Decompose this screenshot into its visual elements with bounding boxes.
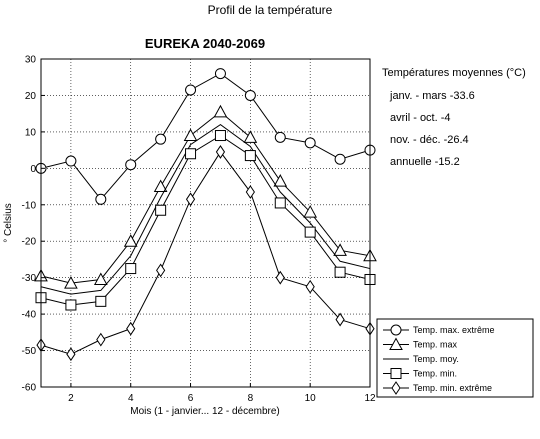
data-point xyxy=(273,174,288,187)
info-line-winter: janv. - mars -33.6 xyxy=(389,90,475,102)
legend-marker xyxy=(390,324,402,336)
data-point xyxy=(183,128,198,142)
legend-item-temp-max: Temp. max xyxy=(383,337,458,350)
data-point xyxy=(123,234,138,247)
data-point xyxy=(126,321,136,336)
x-tick-label: 8 xyxy=(248,393,254,404)
data-point xyxy=(214,68,226,80)
legend-item-temp-moy: Temp. moy. xyxy=(383,354,459,364)
series-temp-max xyxy=(34,104,377,289)
y-tick-label: -50 xyxy=(22,346,37,357)
info-line-summer: avril - oct. -4 xyxy=(390,112,451,124)
info-panel: Températures moyennes (°C) janv. - mars … xyxy=(382,67,526,168)
legend-marker xyxy=(390,368,402,379)
data-point xyxy=(185,148,197,160)
chart-title: EUREKA 2040-2069 xyxy=(145,36,265,51)
x-tick-label: 4 xyxy=(128,393,134,404)
info-line-annual: annuelle -15.2 xyxy=(390,156,460,168)
data-point xyxy=(275,270,285,285)
data-point xyxy=(125,159,137,171)
x-tick-label: 12 xyxy=(364,393,376,404)
data-point xyxy=(66,347,76,362)
y-tick-label: 10 xyxy=(25,127,37,138)
data-point xyxy=(156,263,166,278)
legend-label: Temp. max xyxy=(413,340,458,350)
series-line xyxy=(40,134,371,306)
data-point xyxy=(95,295,107,307)
data-point xyxy=(93,272,108,285)
data-point xyxy=(304,226,316,238)
data-point xyxy=(185,192,196,207)
series-line xyxy=(40,111,371,284)
data-point xyxy=(333,243,347,256)
tick-labels: 30 20 10 0 -10 -20 -30 -40 -50 -60 2 4 6 8 10 12 xyxy=(22,55,376,405)
data-point xyxy=(274,197,286,209)
data-point xyxy=(243,130,258,143)
legend-label: Temp. max. extrême xyxy=(413,325,495,335)
y-tick-label: -10 xyxy=(22,200,37,211)
chart-suptitle: Profil de la température xyxy=(208,3,333,17)
series-line xyxy=(40,123,371,295)
y-tick-label: -30 xyxy=(22,273,37,284)
series-group xyxy=(34,68,377,362)
series-line xyxy=(40,72,371,201)
data-point xyxy=(65,299,77,311)
series-line xyxy=(40,151,371,355)
data-point xyxy=(245,185,255,199)
legend-label: Temp. moy. xyxy=(413,354,459,364)
data-point xyxy=(155,204,167,216)
series-temp-moy xyxy=(40,123,371,295)
info-heading: Températures moyennes (°C) xyxy=(382,67,526,79)
data-point xyxy=(304,137,316,149)
data-point xyxy=(213,104,228,118)
data-point xyxy=(185,84,197,96)
legend-box xyxy=(376,318,534,398)
y-axis-label: ° Celsius xyxy=(3,203,14,243)
x-axis-label: Mois (1 - janvier... 12 - décembre) xyxy=(130,406,280,417)
data-point xyxy=(305,279,315,294)
info-line-autumn: nov. - déc. -26.4 xyxy=(390,134,469,146)
data-point xyxy=(155,133,167,145)
data-point xyxy=(96,332,106,347)
data-point xyxy=(244,89,256,101)
legend-item-temp-max-extr-me: Temp. max. extrême xyxy=(383,324,495,336)
data-point xyxy=(334,153,346,165)
legend: Temp. max. extrême Temp. max Temp. moy. Tem… xyxy=(376,318,534,398)
legend-marker xyxy=(389,337,403,350)
series-temp-min xyxy=(35,130,376,311)
data-point xyxy=(274,131,286,143)
data-point xyxy=(335,312,345,327)
data-point xyxy=(125,263,137,275)
data-point xyxy=(95,193,107,205)
legend-item-temp-min-extr-me: Temp. min. extrême xyxy=(383,381,492,395)
data-point xyxy=(334,266,346,278)
data-point xyxy=(64,276,78,289)
x-tick-label: 2 xyxy=(68,393,74,404)
data-point xyxy=(214,130,226,142)
data-point xyxy=(303,205,318,218)
data-point xyxy=(215,145,226,159)
series-temp-max-extr-me xyxy=(35,68,376,205)
y-tick-label: -40 xyxy=(22,310,37,321)
y-tick-label: -60 xyxy=(22,383,37,394)
x-tick-label: 6 xyxy=(188,393,194,404)
y-tick-label: 0 xyxy=(30,164,36,175)
legend-label: Temp. min. xyxy=(413,369,457,379)
series-temp-min-extr-me xyxy=(36,145,375,362)
legend-label: Temp. min. extrême xyxy=(413,383,492,393)
grid-lines xyxy=(41,58,371,388)
y-tick-label: -20 xyxy=(22,237,37,248)
data-point xyxy=(244,150,256,162)
legend-item-temp-min: Temp. min. xyxy=(383,368,457,379)
x-tick-label: 10 xyxy=(305,393,317,404)
y-tick-label: 30 xyxy=(25,55,37,66)
data-point xyxy=(153,179,168,193)
plot-frame xyxy=(40,58,371,388)
legend-marker xyxy=(391,381,401,395)
y-tick-label: 20 xyxy=(25,91,37,102)
data-point xyxy=(65,155,77,167)
